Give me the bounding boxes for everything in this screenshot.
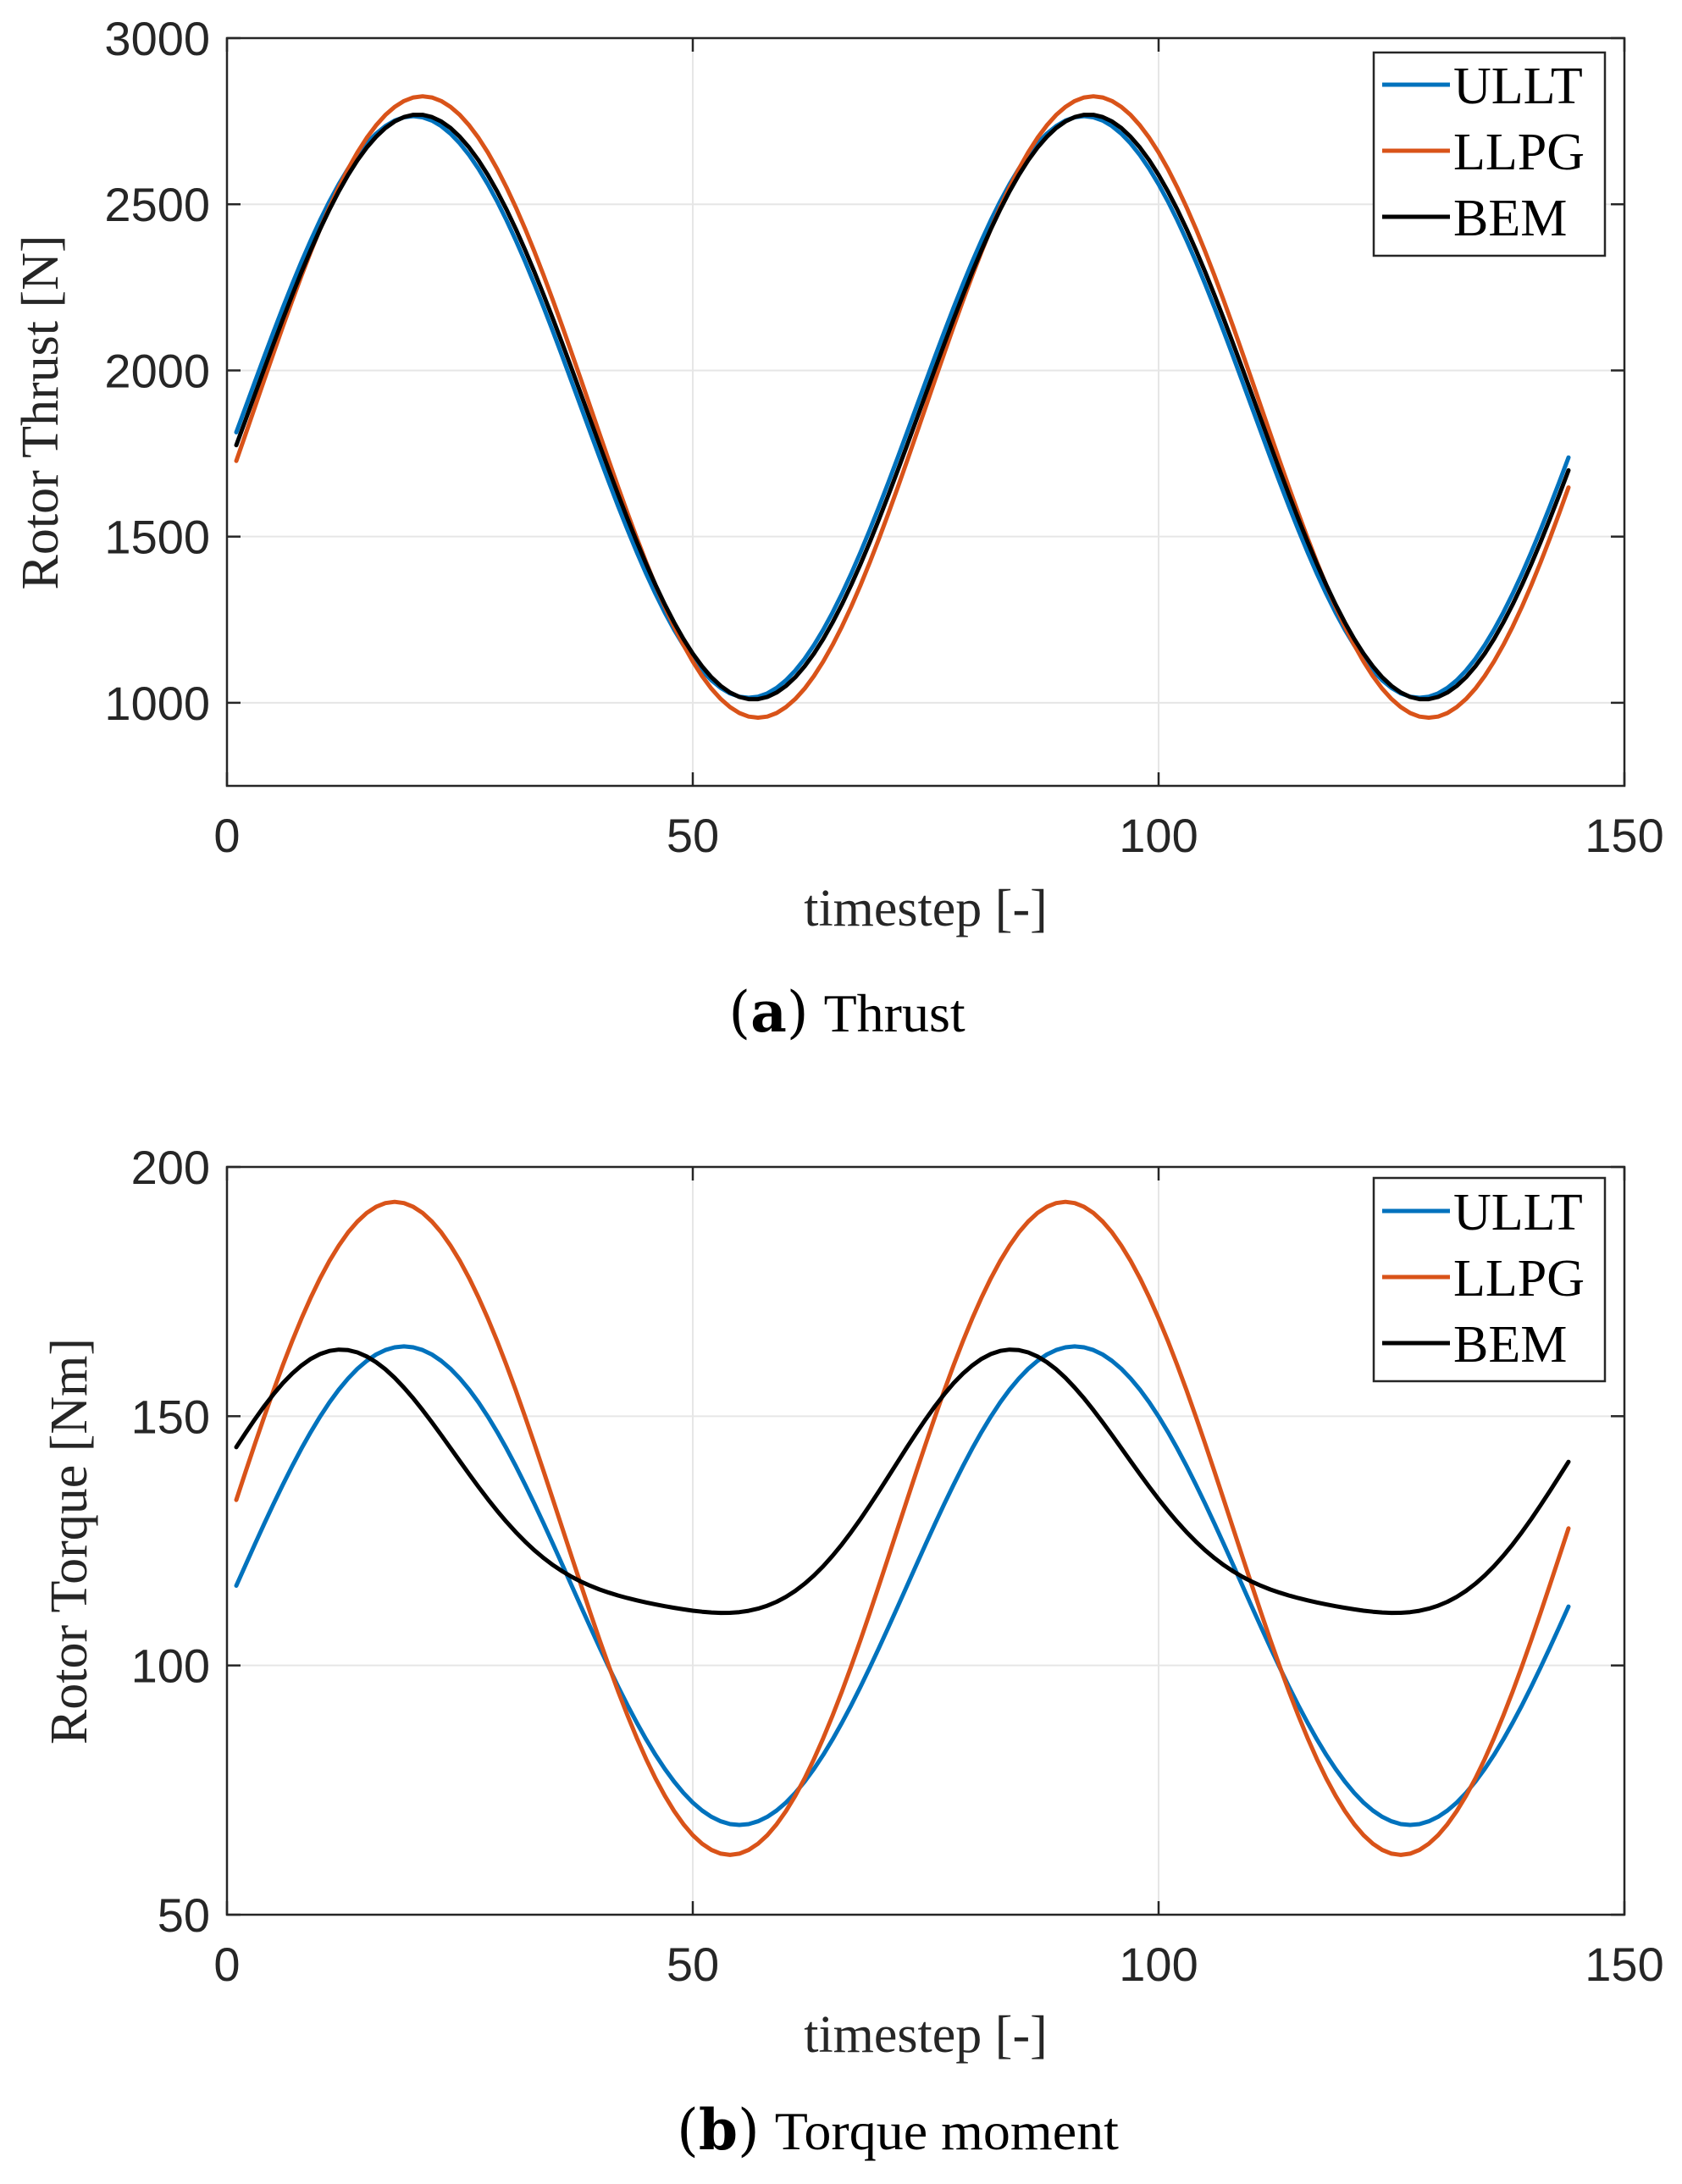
torque-caption-open: ( (677, 2098, 699, 2163)
torque-x-tick-label: 50 (667, 1938, 719, 1991)
thrust-caption-text: Thrust (824, 983, 965, 1043)
thrust-y-tick-label: 1500 (104, 511, 210, 564)
torque-legend-label-ullt: ULLT (1453, 1184, 1583, 1241)
thrust-y-tick-label: 3000 (104, 12, 210, 65)
torque-caption-close: ) (738, 2098, 760, 2163)
thrust-legend: ULLT LLPG BEM (1372, 51, 1607, 257)
thrust-panel: 0 50 100 150 1000 1500 2000 2500 3000 timestep [… (12, 12, 1664, 1045)
torque-caption-letter: b (699, 2097, 738, 2163)
torque-caption: (b) Torque moment (677, 2097, 1119, 2163)
torque-series-llpg (234, 1199, 1571, 1857)
torque-series-ullt (234, 1344, 1571, 1827)
thrust-x-tick-label: 0 (213, 809, 240, 862)
torque-y-axis-label: Rotor Torque [Nm] (41, 1338, 98, 1744)
torque-legend-label-bem: BEM (1453, 1316, 1567, 1374)
torque-legend-label-llpg: LLPG (1453, 1250, 1585, 1308)
thrust-y-tick-label: 2000 (104, 344, 210, 397)
torque-x-tick-label: 0 (213, 1938, 240, 1991)
torque-legend: ULLT LLPG BEM (1372, 1176, 1607, 1383)
thrust-legend-label-llpg: LLPG (1453, 124, 1585, 181)
thrust-caption-close: ) (787, 980, 809, 1045)
torque-y-tick-label: 50 (158, 1888, 210, 1942)
torque-series-bem (234, 1347, 1571, 1616)
thrust-legend-label-ullt: ULLT (1453, 58, 1583, 115)
thrust-x-tick-label: 150 (1585, 809, 1663, 862)
torque-y-tick-label: 200 (131, 1141, 210, 1194)
thrust-axes-box (225, 36, 1626, 788)
torque-series (234, 1199, 1571, 1857)
thrust-series (234, 94, 1571, 720)
thrust-y-axis-label: Rotor Thrust [N] (12, 235, 69, 589)
thrust-caption-open: ( (728, 980, 750, 1045)
torque-x-tick-label: 100 (1119, 1938, 1198, 1991)
thrust-x-tick-label: 50 (667, 809, 719, 862)
thrust-caption-letter: a (750, 979, 787, 1045)
thrust-y-tick-label: 1000 (104, 677, 210, 730)
thrust-ticks: 0 50 100 150 1000 1500 2000 2500 3000 (104, 12, 1663, 862)
thrust-series-llpg (234, 94, 1571, 720)
torque-x-tick-label: 150 (1585, 1938, 1663, 1991)
thrust-caption: (a) Thrust (728, 979, 965, 1045)
torque-y-tick-label: 150 (131, 1390, 210, 1443)
thrust-y-tick-label: 2500 (104, 178, 210, 231)
thrust-legend-label-bem: BEM (1453, 190, 1567, 247)
torque-caption-text: Torque moment (775, 2101, 1119, 2161)
thrust-series-bem (234, 113, 1571, 702)
torque-axes-box (225, 1165, 1626, 1916)
torque-y-tick-label: 100 (131, 1639, 210, 1693)
torque-x-axis-label: timestep [-] (804, 2006, 1048, 2064)
thrust-x-tick-label: 100 (1119, 809, 1198, 862)
thrust-x-axis-label: timestep [-] (804, 880, 1048, 937)
